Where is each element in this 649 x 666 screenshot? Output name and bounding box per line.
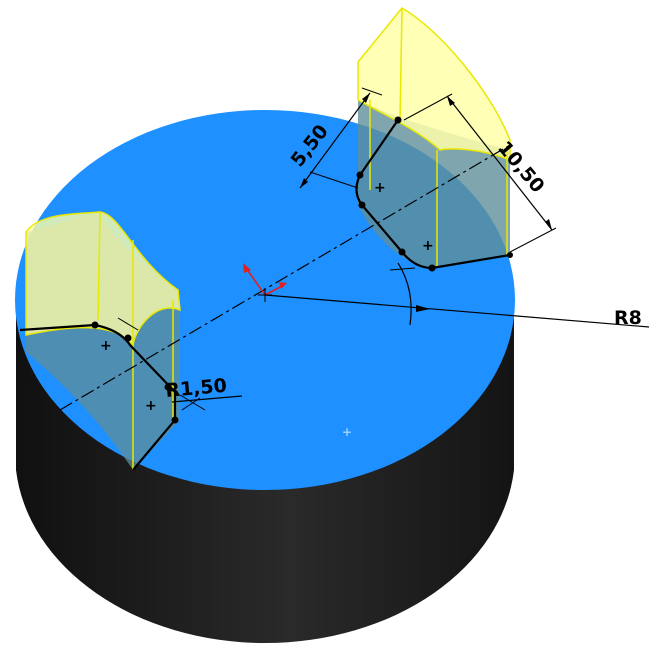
r1-50-label[interactable]: R1,50 xyxy=(165,375,228,402)
left-cut-feature[interactable]: + + xyxy=(19,211,206,471)
svg-text:+: + xyxy=(145,398,157,414)
right-cut-preview[interactable] xyxy=(357,7,511,162)
svg-text:+: + xyxy=(374,180,386,196)
right-cut-feature[interactable]: + + xyxy=(355,7,513,272)
svg-text:+: + xyxy=(422,238,434,254)
dimension-r8[interactable]: R8 xyxy=(264,262,649,329)
r8-label[interactable]: R8 xyxy=(614,307,642,329)
svg-text:+: + xyxy=(100,338,112,354)
face-center-mark: + xyxy=(342,425,352,439)
left-cut-preview[interactable] xyxy=(25,211,181,347)
dimension-r1-50[interactable]: R1,50 xyxy=(165,375,243,403)
centerline[interactable] xyxy=(59,144,511,411)
origin-triad-icon xyxy=(243,263,287,302)
